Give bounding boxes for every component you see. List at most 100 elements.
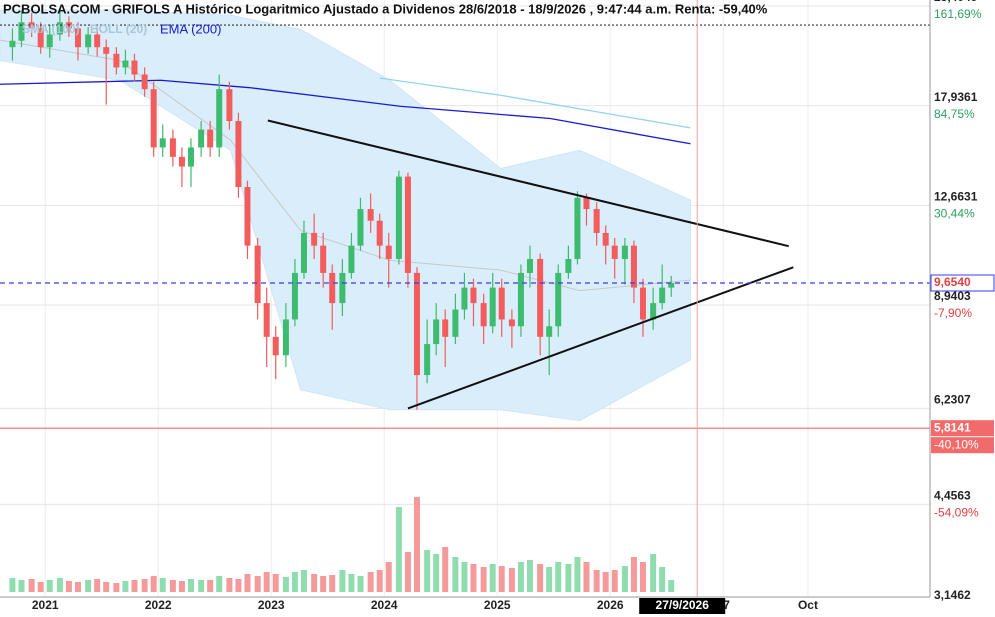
candle-body	[74, 28, 81, 48]
candle-body	[395, 176, 402, 259]
candle-body	[141, 74, 148, 90]
y-tick-change: 30,44%	[934, 207, 975, 221]
candle-body	[28, 22, 35, 29]
volume-bar	[198, 580, 205, 592]
candle-body	[46, 34, 53, 48]
volume-bar	[583, 562, 590, 592]
volume-bar	[65, 581, 72, 592]
volume-bar	[169, 580, 176, 592]
volume-bar	[178, 581, 185, 592]
volume-bar	[122, 581, 129, 592]
y-tick-change: -7,90%	[934, 306, 972, 320]
candle-body	[498, 287, 505, 320]
volume-bar	[103, 582, 110, 592]
volume-bar	[668, 580, 675, 592]
volume-bar	[461, 562, 468, 592]
volume-bar	[300, 570, 307, 592]
price-marker-box	[931, 437, 994, 454]
candle-body	[385, 245, 392, 259]
candle-body	[404, 176, 411, 273]
candle-body	[659, 287, 666, 304]
y-tick-label: 4,4563	[934, 489, 971, 503]
y-tick-change: -54,09%	[934, 506, 979, 520]
volume-bar	[216, 576, 223, 592]
volume-bar	[602, 572, 609, 592]
cursor-label-box	[639, 598, 726, 614]
candle-body	[593, 209, 600, 233]
volume-bar	[282, 577, 289, 592]
candle-body	[198, 129, 205, 148]
price-marker-box	[930, 274, 995, 292]
volume-bar	[291, 572, 298, 592]
candle-body	[131, 60, 138, 75]
x-tick-label: 2024	[371, 598, 398, 612]
candle-body	[254, 245, 261, 304]
bollinger-middle	[0, 39, 691, 292]
candle-body	[442, 319, 449, 337]
candle-body	[555, 272, 562, 327]
x-tick-label: 2026	[597, 598, 624, 612]
candle-body	[413, 272, 420, 376]
plot-area	[0, 0, 930, 597]
volume-bar	[9, 578, 16, 592]
y-tick-label: 12,6631	[934, 190, 978, 204]
candle-body	[56, 22, 63, 35]
candle-body	[526, 258, 533, 273]
volume-bar	[348, 574, 355, 592]
trendline	[407, 266, 794, 410]
candle-body	[18, 22, 25, 41]
legend-entry: BOLL (20)	[90, 22, 147, 36]
y-tick-label: 17,9361	[934, 90, 978, 104]
overlay: 25,4049 161,69% 17,9361 84,75% 12,6631 30,44%…	[32, 0, 995, 614]
candle-body	[546, 326, 553, 337]
candle-body	[668, 283, 675, 288]
volume-bar	[517, 562, 524, 592]
volume-bar	[367, 572, 374, 592]
candle-body	[207, 129, 214, 148]
volume-bar	[489, 564, 496, 592]
volume-bar	[433, 554, 440, 592]
price-marker-label: 5,8141	[934, 420, 971, 434]
candle-body	[639, 287, 646, 320]
candle-body	[565, 258, 572, 273]
candle-body	[508, 319, 515, 327]
y-tick-label: 3,1462	[934, 588, 971, 602]
y-tick-label: 25,4049	[934, 0, 978, 4]
candle-body	[9, 40, 16, 48]
y-tick-change: 84,75%	[934, 107, 975, 121]
candle-body	[367, 209, 374, 221]
volume-bar	[94, 579, 101, 592]
candle-body	[122, 60, 129, 68]
candle-body	[433, 319, 440, 345]
price-marker-label: 9,6540	[934, 275, 971, 289]
y-tick-label: 8,9403	[934, 289, 971, 303]
candle-body	[630, 245, 637, 288]
volume-bar	[37, 582, 44, 592]
candle-body	[187, 147, 194, 167]
trendline	[267, 119, 789, 248]
candle-body	[480, 303, 487, 327]
volume-bar	[639, 562, 646, 592]
volume-bar	[650, 554, 657, 592]
volume-bar	[46, 580, 53, 592]
volume-bar	[593, 570, 600, 592]
volume-bar	[18, 580, 25, 592]
candle-body	[424, 344, 431, 376]
candle-body	[169, 138, 176, 157]
volume-bar	[630, 557, 637, 592]
candle-body	[348, 245, 355, 273]
volume-bar	[404, 552, 411, 592]
price-marker-box	[931, 420, 994, 437]
candle-body	[489, 287, 496, 327]
volume-bar	[131, 580, 138, 592]
volume-bar	[574, 557, 581, 592]
cursor-label: 27/9/2026	[656, 598, 710, 612]
candle-body	[320, 245, 327, 273]
candle-body	[517, 272, 524, 327]
candle-body	[263, 303, 270, 337]
candle-body	[94, 34, 101, 48]
candle-body	[113, 53, 120, 68]
candle-body	[650, 303, 657, 320]
candle-body	[452, 309, 459, 337]
